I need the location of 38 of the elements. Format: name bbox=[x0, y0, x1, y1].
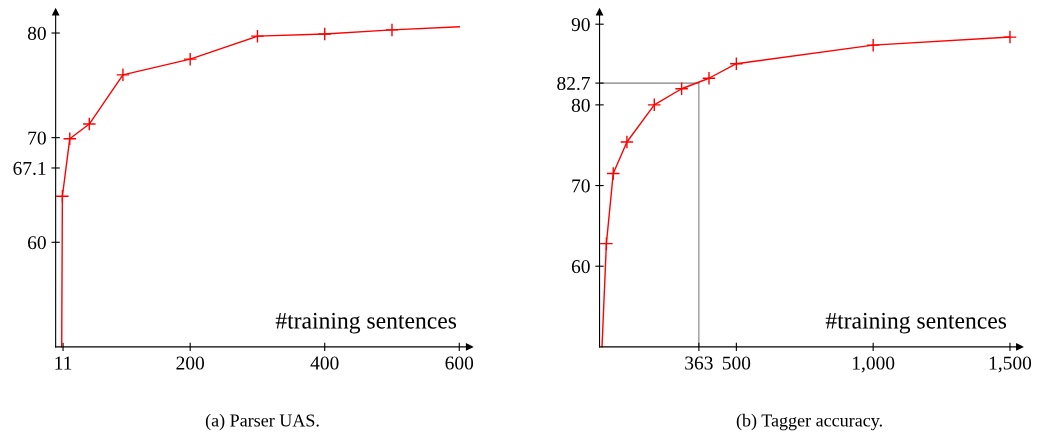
x-tick-label: 600 bbox=[445, 356, 474, 370]
text: (a) Parser UAS. bbox=[205, 413, 319, 431]
x-tick-label: 363 bbox=[685, 356, 713, 370]
y-tick-label: 80 bbox=[571, 98, 590, 112]
point bbox=[599, 236, 614, 251]
y-tick-label: 70 bbox=[28, 131, 46, 145]
x-axis-title: #training sentences bbox=[275, 312, 457, 334]
point bbox=[62, 131, 77, 146]
y-tick-label: 60 bbox=[571, 260, 590, 274]
x-tick-label: 1,000 bbox=[853, 356, 895, 373]
text: (b) Tagger accuracy. bbox=[736, 413, 882, 431]
point bbox=[702, 71, 716, 86]
x-tick-label: 11 bbox=[55, 356, 72, 370]
y-tick-label: 80 bbox=[27, 26, 46, 40]
x-axis-title: #training sentences bbox=[825, 312, 1007, 334]
x-tick-label: 200 bbox=[176, 356, 205, 370]
point bbox=[385, 22, 399, 37]
point bbox=[115, 67, 130, 82]
x-tick-label: 1,500 bbox=[989, 356, 1032, 373]
point bbox=[82, 117, 97, 131]
y-tick-label: 82.7 bbox=[557, 76, 590, 91]
point bbox=[55, 189, 70, 204]
point bbox=[317, 27, 332, 42]
point bbox=[1003, 30, 1017, 45]
x-tick-label: 500 bbox=[722, 356, 751, 370]
point bbox=[183, 52, 198, 67]
point bbox=[866, 38, 881, 53]
y-tick-label: 67.1 bbox=[13, 161, 46, 176]
y-tick-label: 60 bbox=[28, 236, 46, 250]
point bbox=[674, 81, 689, 96]
x-tick-label: 400 bbox=[310, 356, 339, 370]
y-tick-label: 90 bbox=[571, 18, 590, 32]
point bbox=[647, 97, 662, 112]
point bbox=[729, 56, 744, 71]
point bbox=[619, 135, 634, 149]
y-tick-label: 70 bbox=[572, 179, 590, 193]
point bbox=[606, 166, 621, 181]
point bbox=[250, 29, 265, 44]
